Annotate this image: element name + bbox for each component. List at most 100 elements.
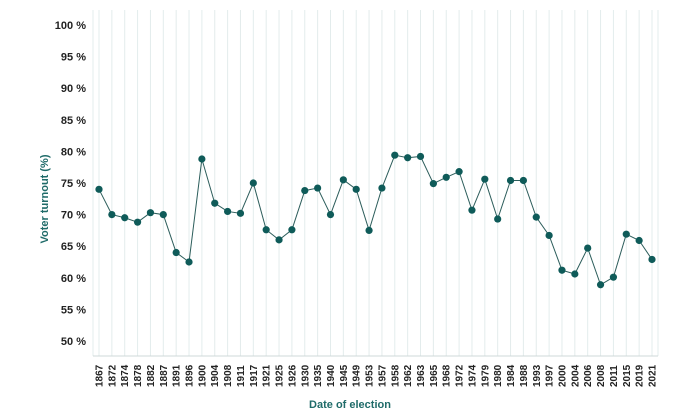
data-point [236, 209, 245, 217]
x-tick-label: 1972 [455, 364, 466, 387]
x-tick-label: 1980 [493, 364, 504, 387]
data-point [584, 244, 592, 252]
x-tick-label: 1874 [120, 364, 131, 387]
y-tick-label: 100 % [55, 20, 86, 32]
y-tick-label: 50 % [61, 336, 86, 348]
y-axis-tick-labels: 50 % 55 % 60 % 65 % 70 % 75 % 80 % 85 % 90 % 95 %… [55, 20, 86, 348]
x-tick-label: 2004 [570, 364, 581, 387]
data-point [635, 236, 643, 245]
x-tick-label: 1993 [532, 364, 543, 387]
series-voter-turnout [95, 151, 656, 289]
data-point [249, 179, 257, 187]
y-tick-label: 55 % [61, 304, 86, 316]
data-point [494, 215, 502, 223]
data-point [391, 151, 399, 159]
series-line [98, 154, 653, 286]
x-tick-label: 1997 [545, 364, 556, 387]
data-point [159, 211, 167, 219]
data-point [596, 281, 605, 289]
x-tick-label: 1935 [313, 364, 324, 387]
data-point [198, 155, 206, 163]
y-tick-label: 75 % [61, 178, 86, 190]
data-point [416, 152, 425, 161]
data-point [506, 176, 515, 185]
data-point [429, 180, 437, 188]
data-point [146, 209, 155, 217]
x-tick-label: 2000 [557, 364, 568, 387]
data-point [365, 226, 373, 234]
data-point [314, 184, 322, 192]
x-tick-label: 1872 [107, 364, 118, 387]
data-point [133, 218, 142, 226]
x-tick-label: 1891 [172, 364, 183, 387]
data-point [326, 211, 335, 219]
data-point [648, 255, 656, 264]
x-tick-label: 1878 [133, 364, 144, 387]
data-point [211, 199, 219, 207]
x-tick-label: 1945 [339, 364, 350, 387]
x-tick-label: 1953 [365, 364, 376, 387]
x-tick-label: 2019 [635, 364, 646, 387]
data-point [352, 185, 360, 193]
data-point [339, 176, 347, 184]
x-tick-label: 1887 [159, 364, 170, 387]
x-tick-label: 1900 [197, 364, 208, 387]
data-point [571, 270, 579, 278]
data-point [545, 231, 553, 240]
data-point [172, 248, 180, 257]
data-point [609, 273, 618, 281]
data-point [224, 207, 232, 216]
x-tick-label: 1882 [146, 364, 157, 387]
gridlines [92, 10, 659, 357]
x-tick-label: 2008 [596, 364, 607, 387]
y-tick-label: 70 % [61, 210, 86, 222]
x-tick-label: 1921 [262, 364, 273, 387]
x-tick-label: 1904 [210, 364, 221, 387]
x-tick-label: 1925 [275, 364, 286, 387]
x-tick-label: 1963 [416, 364, 427, 387]
data-point [532, 213, 540, 221]
x-tick-label: 1867 [95, 364, 106, 387]
x-tick-label: 1949 [352, 364, 363, 387]
x-axis-title: Date of election [309, 399, 391, 411]
x-tick-label: 1965 [429, 364, 440, 387]
y-tick-label: 95 % [61, 52, 86, 64]
x-tick-label: 1962 [403, 364, 414, 387]
x-tick-label: 1974 [467, 364, 478, 387]
x-tick-label: 1979 [480, 364, 491, 387]
x-axis-tick-labels: 1867 1872 1874 1878 1882 1887 1891 1896 1900 1904… [95, 364, 659, 387]
data-point [468, 206, 476, 214]
x-tick-label: 1988 [519, 364, 530, 387]
data-point [262, 226, 270, 234]
y-tick-label: 65 % [61, 241, 86, 253]
data-point [378, 184, 386, 192]
y-tick-label: 80 % [61, 146, 86, 158]
x-tick-label: 1896 [185, 364, 196, 387]
data-point [558, 266, 566, 274]
data-point [288, 226, 296, 234]
x-tick-label: 1917 [249, 364, 260, 387]
x-tick-label: 1926 [287, 364, 298, 387]
y-axis-title: Voter turnout (%) [39, 154, 51, 243]
x-tick-label: 2006 [583, 364, 594, 387]
x-tick-label: 1930 [300, 364, 311, 387]
x-tick-label: 1908 [223, 364, 234, 387]
data-point [108, 211, 116, 219]
y-tick-label: 85 % [61, 115, 86, 127]
x-tick-label: 1958 [390, 364, 401, 387]
data-point [121, 214, 129, 222]
data-point [275, 236, 283, 244]
x-tick-label: 2015 [622, 364, 633, 387]
data-point [404, 154, 412, 162]
data-point [455, 168, 463, 176]
data-point [301, 186, 309, 195]
x-tick-label: 1968 [442, 364, 453, 387]
data-point [95, 185, 103, 193]
data-point [442, 173, 450, 181]
x-tick-label: 2021 [648, 364, 659, 387]
x-tick-label: 1911 [236, 365, 247, 387]
data-point [185, 258, 193, 266]
data-point [519, 176, 527, 185]
